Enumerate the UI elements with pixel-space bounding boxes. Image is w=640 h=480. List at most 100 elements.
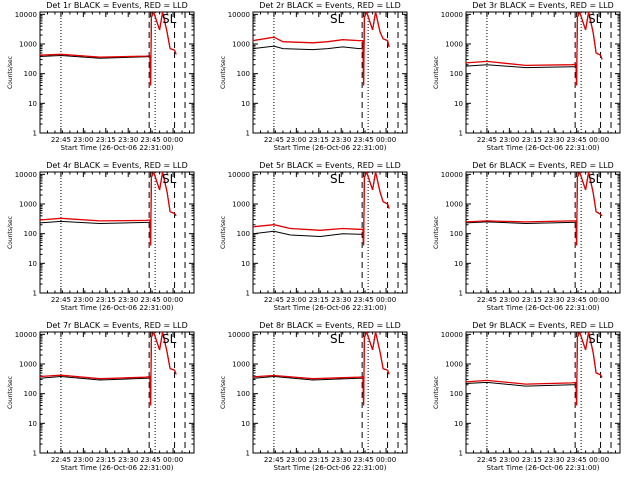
x-tick-label: 23:00 (73, 456, 93, 464)
series-events-line (466, 12, 603, 86)
series-lld-line (466, 172, 603, 246)
y-axis-label: Counts/sec (433, 56, 440, 89)
y-axis-label: Counts/sec (220, 376, 227, 409)
x-tick-label: 22:45 (477, 296, 497, 304)
y-tick-label: 100 (450, 70, 463, 78)
y-tick-label: 1000 (445, 201, 463, 209)
x-tick-label: 23:15 (522, 136, 542, 144)
plot-frame (39, 171, 195, 294)
y-tick-label: 1000 (445, 41, 463, 49)
corner-mark: SL (588, 12, 603, 26)
x-tick-label: 23:30 (118, 136, 138, 144)
panel-title: Det 6r BLACK = Events, RED = LLD (472, 161, 614, 170)
x-tick-label: 23:45 (354, 456, 374, 464)
plot-frame (465, 331, 621, 454)
y-tick-label: 10000 (441, 171, 463, 179)
x-tick-label: 22:45 (51, 136, 71, 144)
series-events-line (253, 12, 390, 86)
x-tick-label: 00:00 (589, 136, 609, 144)
x-axis-label: Start Time (26-Oct-06 22:31:00) (487, 144, 600, 152)
x-axis-label: Start Time (26-Oct-06 22:31:00) (274, 464, 387, 472)
detector-panel-1: Det 1r BLACK = Events, RED = LLD 1 10 100 10… (7, 1, 195, 152)
x-axis-label: Start Time (26-Oct-06 22:31:00) (274, 144, 387, 152)
x-tick-label: 23:00 (499, 296, 519, 304)
x-tick-label: 23:30 (544, 136, 564, 144)
y-axis-label: Counts/sec (220, 56, 227, 89)
x-tick-label: 22:45 (264, 296, 284, 304)
y-tick-label: 1000 (232, 201, 250, 209)
x-tick-label: 22:45 (51, 456, 71, 464)
series-events-line (253, 172, 390, 246)
detector-panel-2: Det 2r BLACK = Events, RED = LLD 1 10 100 10… (220, 1, 408, 152)
x-tick-label: 23:00 (286, 296, 306, 304)
y-axis-label: Counts/sec (433, 216, 440, 249)
series-lld-line (253, 12, 390, 86)
x-tick-label: 00:00 (163, 136, 183, 144)
x-tick-label: 00:00 (376, 296, 396, 304)
y-tick-label: 1 (246, 290, 250, 298)
x-tick-label: 23:00 (499, 456, 519, 464)
series-events-line (40, 332, 177, 406)
x-tick-label: 23:00 (286, 456, 306, 464)
corner-mark: SL (330, 12, 345, 26)
series-lld-line (40, 172, 177, 246)
x-tick-label: 23:45 (141, 296, 161, 304)
x-tick-label: 23:30 (118, 296, 138, 304)
plot-frame (465, 11, 621, 134)
y-tick-label: 1000 (19, 201, 37, 209)
y-tick-label: 100 (450, 230, 463, 238)
y-tick-label: 100 (24, 230, 37, 238)
y-tick-label: 1000 (19, 41, 37, 49)
x-tick-label: 23:15 (522, 296, 542, 304)
series-events-line (466, 332, 603, 406)
x-axis-label: Start Time (26-Oct-06 22:31:00) (487, 304, 600, 312)
x-tick-label: 22:45 (477, 136, 497, 144)
detector-panel-5: Det 5r BLACK = Events, RED = LLD 1 10 100 10… (220, 161, 408, 312)
y-tick-label: 10000 (15, 171, 37, 179)
x-axis-label: Start Time (26-Oct-06 22:31:00) (61, 464, 174, 472)
y-tick-label: 10 (454, 100, 463, 108)
series-lld-line (253, 332, 390, 406)
y-tick-label: 10 (241, 420, 250, 428)
y-axis-label: Counts/sec (7, 376, 14, 409)
series-lld-line (40, 332, 177, 406)
y-tick-label: 10000 (441, 11, 463, 19)
x-tick-label: 23:00 (286, 136, 306, 144)
y-tick-label: 1 (459, 450, 463, 458)
y-tick-label: 100 (24, 70, 37, 78)
panel-title: Det 7r BLACK = Events, RED = LLD (46, 321, 188, 330)
x-tick-label: 23:30 (544, 296, 564, 304)
y-tick-label: 1 (33, 450, 37, 458)
series-lld-line (253, 172, 390, 246)
x-tick-label: 23:15 (96, 136, 116, 144)
y-tick-label: 1000 (232, 41, 250, 49)
corner-mark: SL (588, 332, 603, 346)
series-lld-line (466, 332, 603, 406)
y-tick-label: 10 (241, 260, 250, 268)
x-axis-label: Start Time (26-Oct-06 22:31:00) (61, 304, 174, 312)
corner-mark: SL (588, 172, 603, 186)
series-events-line (40, 172, 177, 246)
x-tick-label: 00:00 (589, 456, 609, 464)
y-tick-label: 100 (237, 70, 250, 78)
y-tick-label: 10000 (228, 171, 250, 179)
detector-panel-9: Det 9r BLACK = Events, RED = LLD 1 10 100 10… (433, 321, 621, 472)
x-tick-label: 23:45 (141, 456, 161, 464)
x-axis-label: Start Time (26-Oct-06 22:31:00) (487, 464, 600, 472)
panel-title: Det 4r BLACK = Events, RED = LLD (46, 161, 188, 170)
x-tick-label: 23:30 (544, 456, 564, 464)
x-axis-label: Start Time (26-Oct-06 22:31:00) (274, 304, 387, 312)
x-tick-label: 23:45 (354, 296, 374, 304)
y-tick-label: 10 (28, 260, 37, 268)
x-tick-label: 23:00 (499, 136, 519, 144)
y-tick-label: 1 (246, 130, 250, 138)
detector-panel-6: Det 6r BLACK = Events, RED = LLD 1 10 100 10… (433, 161, 621, 312)
x-tick-label: 00:00 (589, 296, 609, 304)
x-tick-label: 23:30 (331, 456, 351, 464)
x-tick-label: 23:15 (96, 296, 116, 304)
y-tick-label: 10000 (15, 331, 37, 339)
x-tick-label: 23:15 (309, 456, 329, 464)
y-tick-label: 10 (454, 420, 463, 428)
x-tick-label: 23:15 (96, 456, 116, 464)
